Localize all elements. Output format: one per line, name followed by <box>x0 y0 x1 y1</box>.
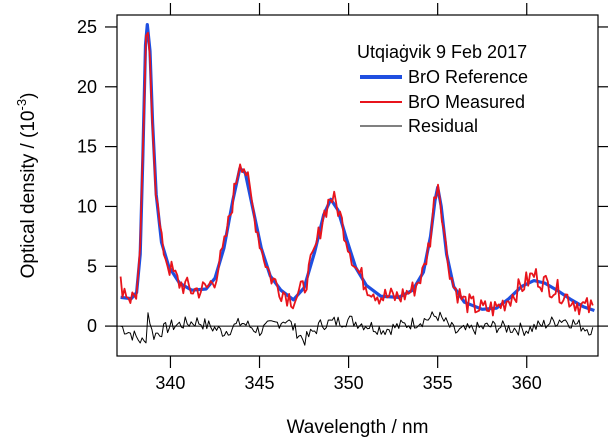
x-axis-label: Wavelength / nm <box>287 417 429 438</box>
y-tick-label: 10 <box>77 196 97 216</box>
legend-label-reference: BrO Reference <box>408 67 528 87</box>
x-tick-label: 350 <box>334 373 364 393</box>
y-axis-label-exponent: -3 <box>14 99 29 111</box>
series-residual <box>121 312 593 345</box>
y-axis-label-main: Optical density / (10 <box>18 110 39 278</box>
legend: Utqiaġvik 9 Feb 2017 BrO Reference BrO M… <box>357 42 528 136</box>
x-tick-label: 345 <box>244 373 274 393</box>
y-tick-label: 20 <box>77 77 97 97</box>
x-tick-label: 355 <box>423 373 453 393</box>
x-tick-label: 360 <box>512 373 542 393</box>
y-tick-label: 5 <box>87 256 97 276</box>
legend-title: Utqiaġvik 9 Feb 2017 <box>357 42 527 62</box>
x-tick-label: 340 <box>155 373 185 393</box>
y-axis-label: Optical density / (10-3) <box>14 93 39 279</box>
legend-label-residual: Residual <box>408 116 478 136</box>
legend-label-measured: BrO Measured <box>408 92 525 112</box>
y-axis-label-close: ) <box>18 93 39 99</box>
y-tick-label: 0 <box>87 316 97 336</box>
y-tick-label: 15 <box>77 137 97 157</box>
y-tick-label: 25 <box>77 17 97 37</box>
